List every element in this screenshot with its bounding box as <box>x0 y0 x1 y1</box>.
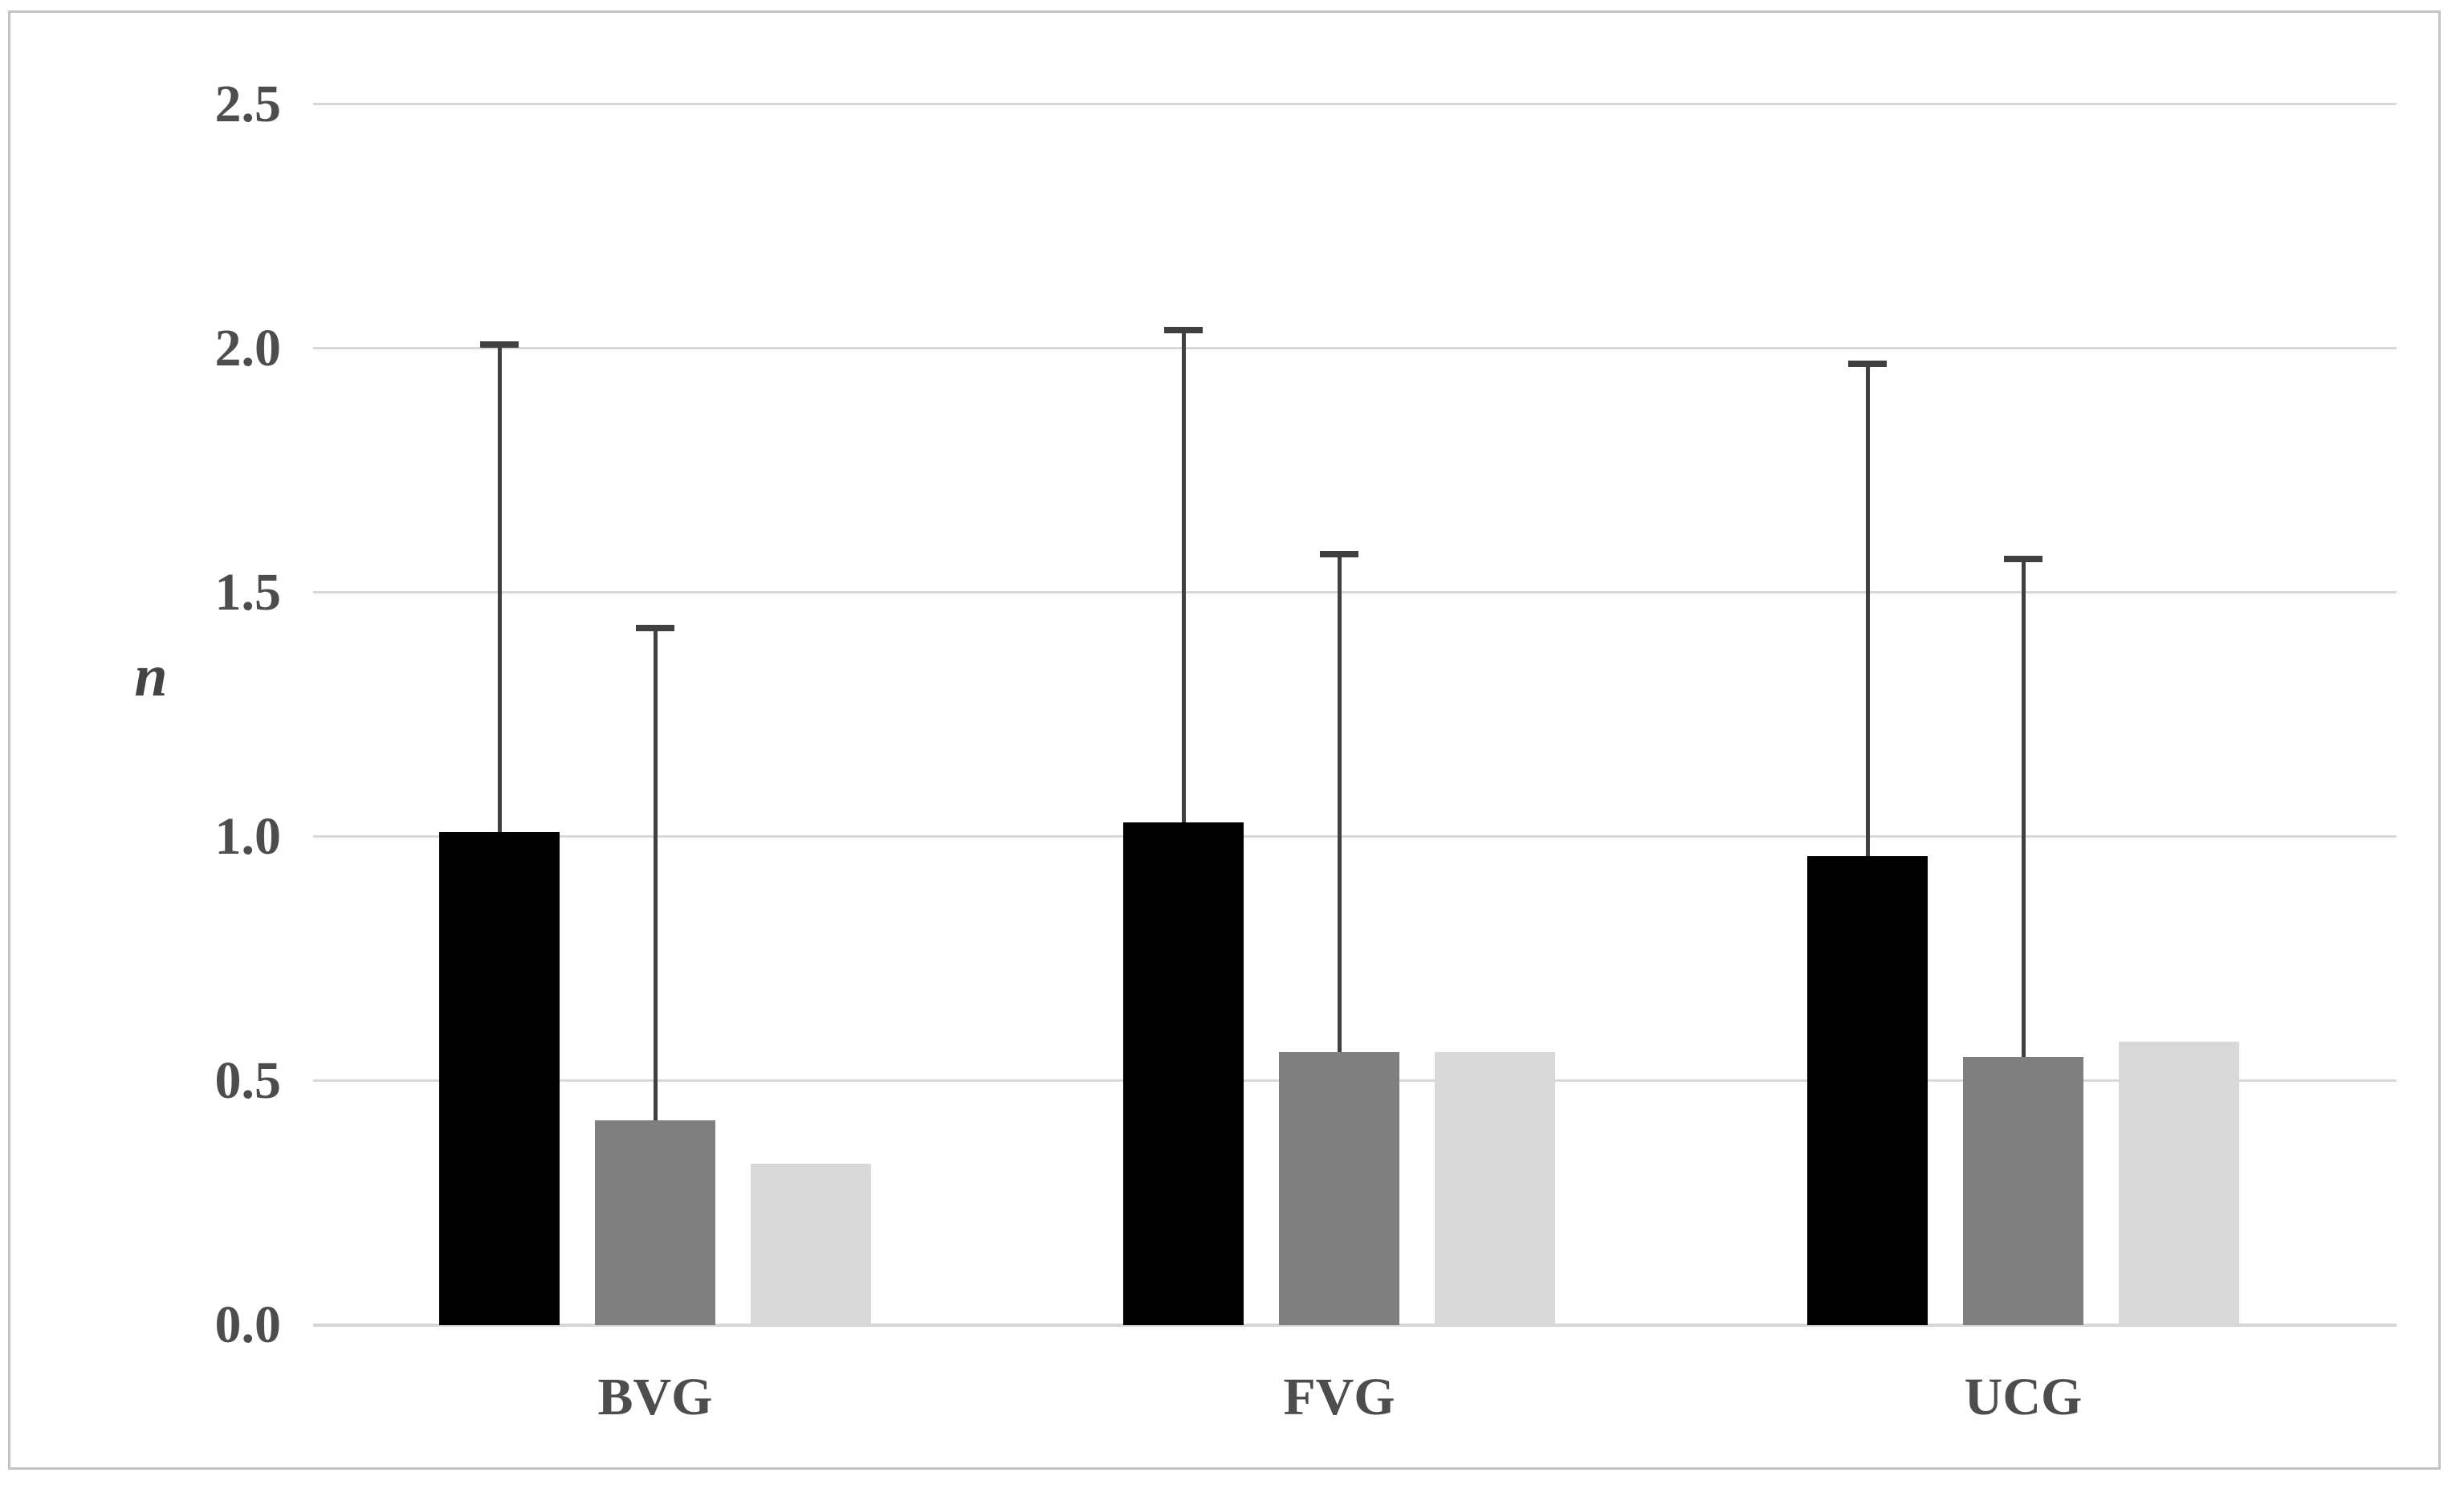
x-category-label: UCG <box>1964 1368 2083 1426</box>
x-category-label: FVG <box>1283 1368 1395 1426</box>
error-bar-cap <box>2004 556 2042 563</box>
error-bar-line <box>1181 328 1186 822</box>
y-axis-title: n <box>134 643 168 709</box>
bar-gray-series-UCG <box>1963 1056 2083 1325</box>
gridline <box>313 591 2397 594</box>
bar-black-series-UCG <box>1807 856 1928 1325</box>
y-tick-label: 0.0 <box>214 1295 282 1354</box>
bar-black-series-BVG <box>439 831 560 1325</box>
gridline <box>313 103 2397 105</box>
error-bar-line <box>497 343 502 832</box>
error-bar-cap <box>1164 326 1203 333</box>
gridline <box>313 347 2397 349</box>
x-category-label: BVG <box>597 1368 713 1426</box>
y-tick-label: 0.5 <box>214 1051 282 1110</box>
bar-light-gray-series-UCG <box>2119 1042 2239 1325</box>
y-tick-label: 2.0 <box>214 319 282 377</box>
error-bar-cap <box>636 624 674 631</box>
error-bar-cap <box>1848 361 1887 368</box>
error-bar-line <box>653 626 658 1120</box>
y-tick-label: 1.5 <box>214 563 282 622</box>
y-tick-label: 1.0 <box>214 807 282 866</box>
bar-light-gray-series-BVG <box>751 1164 871 1325</box>
error-bar-line <box>1865 363 1870 857</box>
bar-gray-series-BVG <box>595 1120 715 1325</box>
error-bar-cap <box>480 341 519 348</box>
error-bar-cap <box>1320 551 1358 558</box>
bar-black-series-FVG <box>1123 822 1244 1325</box>
x-axis-line <box>313 1324 2397 1327</box>
y-tick-label: 2.5 <box>214 75 282 133</box>
bar-light-gray-series-FVG <box>1435 1051 1555 1325</box>
error-bar-line <box>2021 558 2026 1057</box>
bar-gray-series-FVG <box>1279 1051 1399 1325</box>
gridline <box>313 835 2397 838</box>
error-bar-line <box>1337 553 1342 1052</box>
